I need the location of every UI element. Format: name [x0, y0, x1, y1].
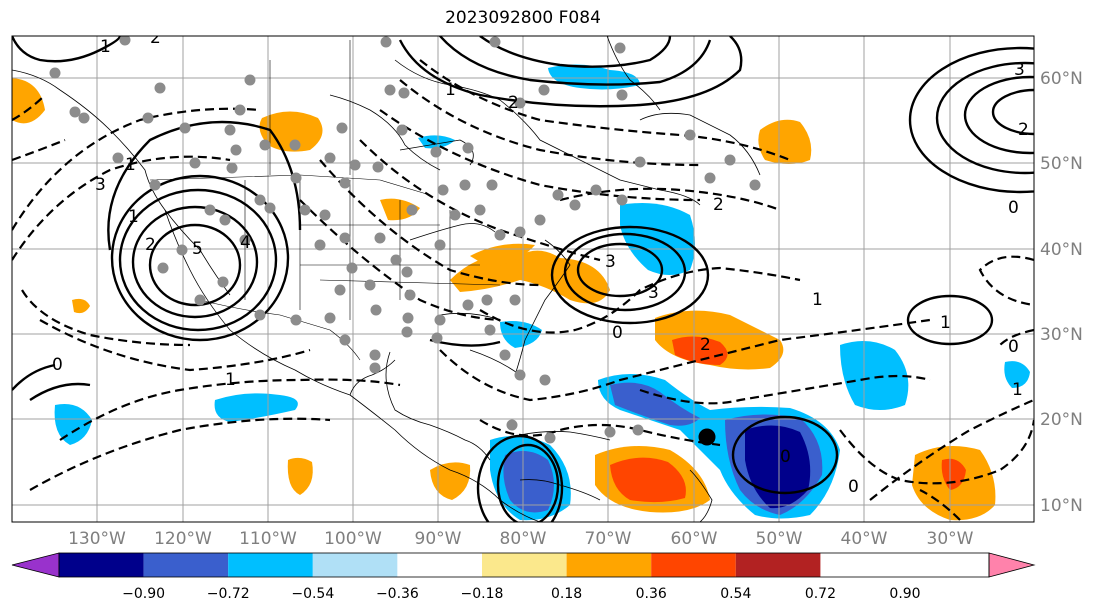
- colorbar-tick-label: −0.54: [291, 586, 334, 602]
- contour-label: 4: [240, 233, 251, 253]
- positive-anomaly-patch: [12, 78, 45, 124]
- contour-labels: 1 2 3 4 5 0 1 2 3 0 1 2 3 0 2 3 1 0 1 2 …: [52, 28, 1029, 497]
- moderate-negative-anomaly-patch: [610, 382, 700, 426]
- contour-label: 0: [52, 355, 63, 375]
- contour-label: 3: [648, 283, 659, 303]
- contour-label: 1: [940, 313, 951, 333]
- contour-label: 1: [445, 80, 456, 100]
- lon-tick-label: 120°W: [154, 529, 212, 549]
- lon-tick-label: 130°W: [68, 529, 126, 549]
- colorbar-tick-label: 0.36: [636, 586, 667, 602]
- colorbar-segment: [312, 553, 398, 577]
- contour-label: 1: [128, 207, 139, 227]
- contour-label: 5: [192, 239, 203, 259]
- contour-label: 2: [713, 195, 724, 215]
- map-border: [11, 35, 1035, 523]
- lon-tick-label: 50°W: [756, 529, 803, 549]
- negative-anomaly-patch: [54, 404, 92, 445]
- lat-tick-label: 10°N: [1040, 496, 1083, 516]
- contour-label: 1: [225, 370, 236, 390]
- colorbar-segment: [143, 553, 229, 577]
- lon-tick-label: 90°W: [415, 529, 462, 549]
- colorbar-segment: [482, 553, 567, 577]
- lon-tick-label: 70°W: [585, 529, 632, 549]
- colorbar-segment: [735, 553, 821, 577]
- colorbar-tick-label: 0.72: [805, 586, 836, 602]
- colorbar-tick-label: −0.72: [207, 586, 250, 602]
- colorbar-tick-label: 0.54: [720, 586, 751, 602]
- lon-tick-label: 80°W: [500, 529, 547, 549]
- colorbar-segment: [228, 553, 313, 577]
- colorbar-tick-label: −0.36: [376, 586, 419, 602]
- contour-label: 3: [605, 252, 616, 272]
- storm-center-marker: [698, 428, 716, 446]
- contour-label: 3: [95, 175, 106, 195]
- contour-label: 2: [145, 235, 156, 255]
- colorbar-tick-label: −0.90: [122, 586, 165, 602]
- contour-label: 0: [612, 323, 623, 343]
- contour-label: 1: [100, 37, 111, 57]
- lat-tick-label: 40°N: [1040, 240, 1083, 260]
- colorbar-tick-labels: −0.90 −0.72 −0.54 −0.36 −0.18 0.18 0.36 …: [122, 586, 920, 602]
- contour-label: 0: [848, 477, 859, 497]
- colorbar-segment: [651, 553, 736, 577]
- contour-label: 2: [1018, 120, 1029, 140]
- colorbar-tick-label: −0.18: [461, 586, 504, 602]
- positive-anomaly-patch: [287, 457, 313, 495]
- longitude-tick-labels: 130°W 120°W 110°W 100°W 90°W 80°W 70°W 6…: [68, 529, 974, 549]
- contour-label: 0: [1008, 337, 1019, 357]
- contour-label: 0: [780, 447, 791, 467]
- contour-label: 0: [1008, 198, 1019, 218]
- colorbar-frame: [58, 552, 990, 578]
- contour-label: 1: [812, 290, 823, 310]
- coastlines: [12, 36, 761, 522]
- map-panel: 1 2 3 4 5 0 1 2 3 0 1 2 3 0 2 3 1 0 1 2 …: [12, 28, 1034, 522]
- colorbar-segment: [566, 553, 652, 577]
- contour-label: 3: [1014, 60, 1025, 80]
- station-dots: [49, 36, 761, 444]
- lon-tick-label: 60°W: [671, 529, 718, 549]
- colorbar-upper-extend: [988, 552, 1036, 578]
- contour-label: 1: [1012, 380, 1023, 400]
- strong-negative-anomaly-patch: [745, 425, 811, 509]
- positive-anomaly-patch: [72, 298, 90, 314]
- positive-anomaly-patch: [470, 243, 535, 268]
- moderate-negative-anomaly-patch: [503, 451, 554, 513]
- negative-anomaly-patch: [840, 341, 909, 410]
- lat-tick-label: 60°N: [1040, 69, 1083, 89]
- lon-tick-label: 40°W: [841, 529, 888, 549]
- contour-label: 2: [150, 28, 161, 48]
- colorbar: [11, 552, 1036, 578]
- lat-tick-label: 50°N: [1040, 154, 1083, 174]
- lon-tick-label: 100°W: [324, 529, 382, 549]
- contour-label: 2: [508, 93, 519, 113]
- negative-anomaly-patch: [1004, 361, 1030, 388]
- lon-tick-label: 30°W: [927, 529, 974, 549]
- colorbar-tick-label: 0.90: [889, 586, 920, 602]
- shaded-fields: [12, 64, 1030, 521]
- graticule: [12, 36, 1034, 522]
- solid-contours: [12, 36, 1034, 522]
- lat-tick-label: 30°N: [1040, 325, 1083, 345]
- latitude-tick-labels: 60°N 50°N 40°N 30°N 20°N 10°N: [1040, 69, 1083, 516]
- positive-anomaly-patch: [430, 462, 471, 500]
- lon-tick-label: 110°W: [239, 529, 297, 549]
- contour-label: 1: [125, 155, 136, 175]
- political-borders: [149, 40, 501, 361]
- lat-tick-label: 20°N: [1040, 410, 1083, 430]
- strong-positive-anomaly-patch: [610, 457, 686, 503]
- colorbar-segment: [59, 553, 144, 577]
- negative-anomaly-patch: [214, 393, 298, 422]
- colorbar-tick-label: 0.18: [551, 586, 582, 602]
- contour-label: 2: [700, 335, 711, 355]
- colorbar-segment: [397, 553, 482, 577]
- colorbar-lower-extend: [11, 552, 60, 578]
- positive-anomaly-patch: [259, 111, 323, 152]
- map-title: 2023092800 F084: [445, 8, 601, 28]
- strong-positive-anomaly-patch: [672, 336, 728, 365]
